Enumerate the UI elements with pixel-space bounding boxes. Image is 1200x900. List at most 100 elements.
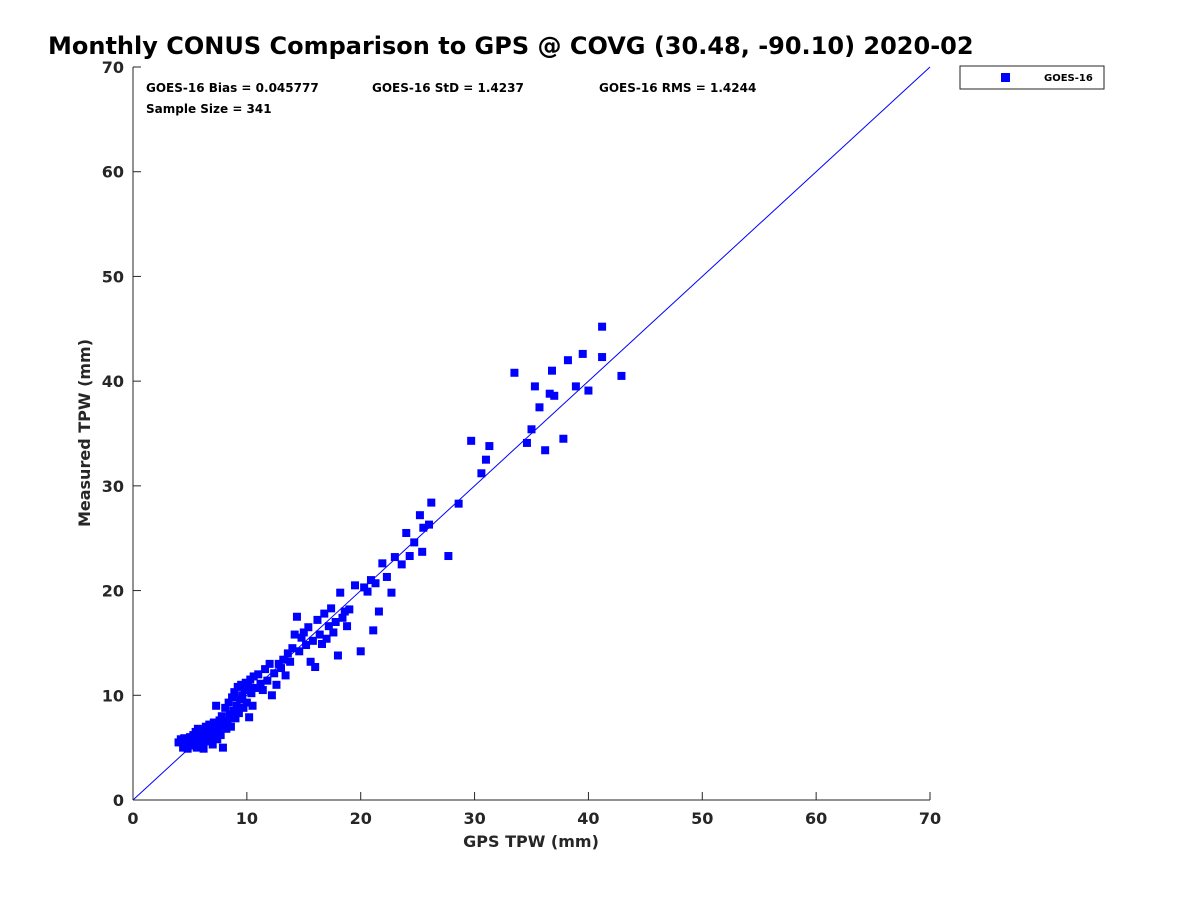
- data-point: [228, 693, 237, 702]
- data-point: [238, 691, 247, 700]
- data-point: [315, 630, 324, 639]
- data-point: [206, 733, 215, 742]
- data-point: [530, 382, 539, 391]
- data-point: [197, 738, 206, 747]
- x-tick-label: 60: [805, 809, 827, 828]
- y-tick-label: 0: [113, 791, 124, 810]
- data-point: [387, 588, 396, 597]
- data-point: [270, 669, 279, 678]
- y-tick-label: 20: [102, 582, 124, 601]
- data-point: [415, 511, 424, 520]
- data-point: [360, 583, 369, 592]
- data-point: [225, 711, 234, 720]
- x-tick-label: 70: [919, 809, 941, 828]
- data-point: [292, 612, 301, 621]
- data-point: [198, 726, 207, 735]
- data-point: [193, 724, 202, 733]
- x-tick-label: 30: [463, 809, 485, 828]
- x-tick-label: 20: [350, 809, 372, 828]
- data-point: [222, 724, 231, 733]
- legend-box: [959, 65, 1105, 90]
- data-point: [390, 553, 399, 562]
- plot-area: 0 10 20 30 40 50 60 70 0 10 20 30 40 50 60 70: [102, 58, 941, 828]
- data-point: [212, 701, 221, 710]
- data-point: [351, 581, 360, 590]
- data-point: [467, 436, 476, 445]
- data-point: [208, 740, 217, 749]
- data-point: [304, 623, 313, 632]
- data-point: [378, 559, 387, 568]
- data-point: [254, 670, 263, 679]
- data-point: [382, 572, 391, 581]
- data-point: [522, 438, 531, 447]
- data-point: [277, 664, 286, 673]
- data-point: [454, 499, 463, 508]
- data-point: [231, 714, 240, 723]
- data-point: [563, 356, 572, 365]
- data-point: [251, 683, 260, 692]
- data-point: [256, 679, 265, 688]
- data-point: [240, 686, 249, 695]
- data-point: [366, 576, 375, 585]
- data-point: [419, 523, 428, 532]
- data-point: [229, 706, 238, 715]
- data-point: [272, 680, 281, 689]
- data-point: [418, 547, 427, 556]
- data-point: [226, 722, 235, 731]
- data-point: [545, 389, 554, 398]
- data-point: [192, 743, 201, 752]
- data-point: [481, 455, 490, 464]
- data-point: [410, 538, 419, 547]
- data-point: [578, 349, 587, 358]
- data-point: [281, 671, 290, 680]
- legend-marker: [1001, 73, 1010, 82]
- x-tick-label: 50: [691, 809, 713, 828]
- legend: GOES-16: [959, 65, 1105, 90]
- data-point: [427, 498, 436, 507]
- bias-annotation: GOES-16 Bias = 0.045777: [146, 81, 319, 95]
- data-point: [345, 605, 354, 614]
- data-point: [290, 630, 299, 639]
- data-point: [283, 649, 292, 658]
- data-point: [245, 713, 254, 722]
- data-point: [180, 734, 189, 743]
- data-point: [248, 701, 257, 710]
- data-point: [214, 723, 223, 732]
- data-point: [331, 617, 340, 626]
- data-point: [247, 689, 256, 698]
- data-point: [405, 552, 414, 561]
- data-point: [210, 727, 219, 736]
- data-point: [324, 622, 333, 631]
- legend-label: GOES-16: [1044, 73, 1093, 84]
- data-point: [318, 639, 327, 648]
- data-point: [311, 663, 320, 672]
- std-annotation: GOES-16 StD = 1.4237: [372, 81, 524, 95]
- data-point: [236, 695, 245, 704]
- data-point: [527, 425, 536, 434]
- data-point: [343, 622, 352, 631]
- data-point: [209, 718, 218, 727]
- data-point: [263, 676, 272, 685]
- data-point: [327, 604, 336, 613]
- chart-title: Monthly CONUS Comparison to GPS @ COVG (…: [48, 32, 974, 60]
- y-tick-label: 10: [102, 686, 124, 705]
- data-point: [223, 717, 232, 726]
- data-point: [541, 446, 550, 455]
- data-point: [243, 681, 252, 690]
- data-point: [535, 403, 544, 412]
- data-point: [571, 382, 580, 391]
- data-point: [237, 680, 246, 689]
- data-point: [397, 560, 406, 569]
- y-tick-label: 60: [102, 163, 124, 182]
- data-point: [598, 353, 607, 362]
- y-tick-label: 70: [102, 58, 124, 77]
- y-tick-label: 30: [102, 477, 124, 496]
- data-point: [279, 655, 288, 664]
- data-point: [239, 703, 248, 712]
- y-axis-label: Measured TPW (mm): [75, 339, 94, 527]
- data-point: [356, 647, 365, 656]
- data-point: [299, 628, 308, 637]
- data-point: [340, 607, 349, 616]
